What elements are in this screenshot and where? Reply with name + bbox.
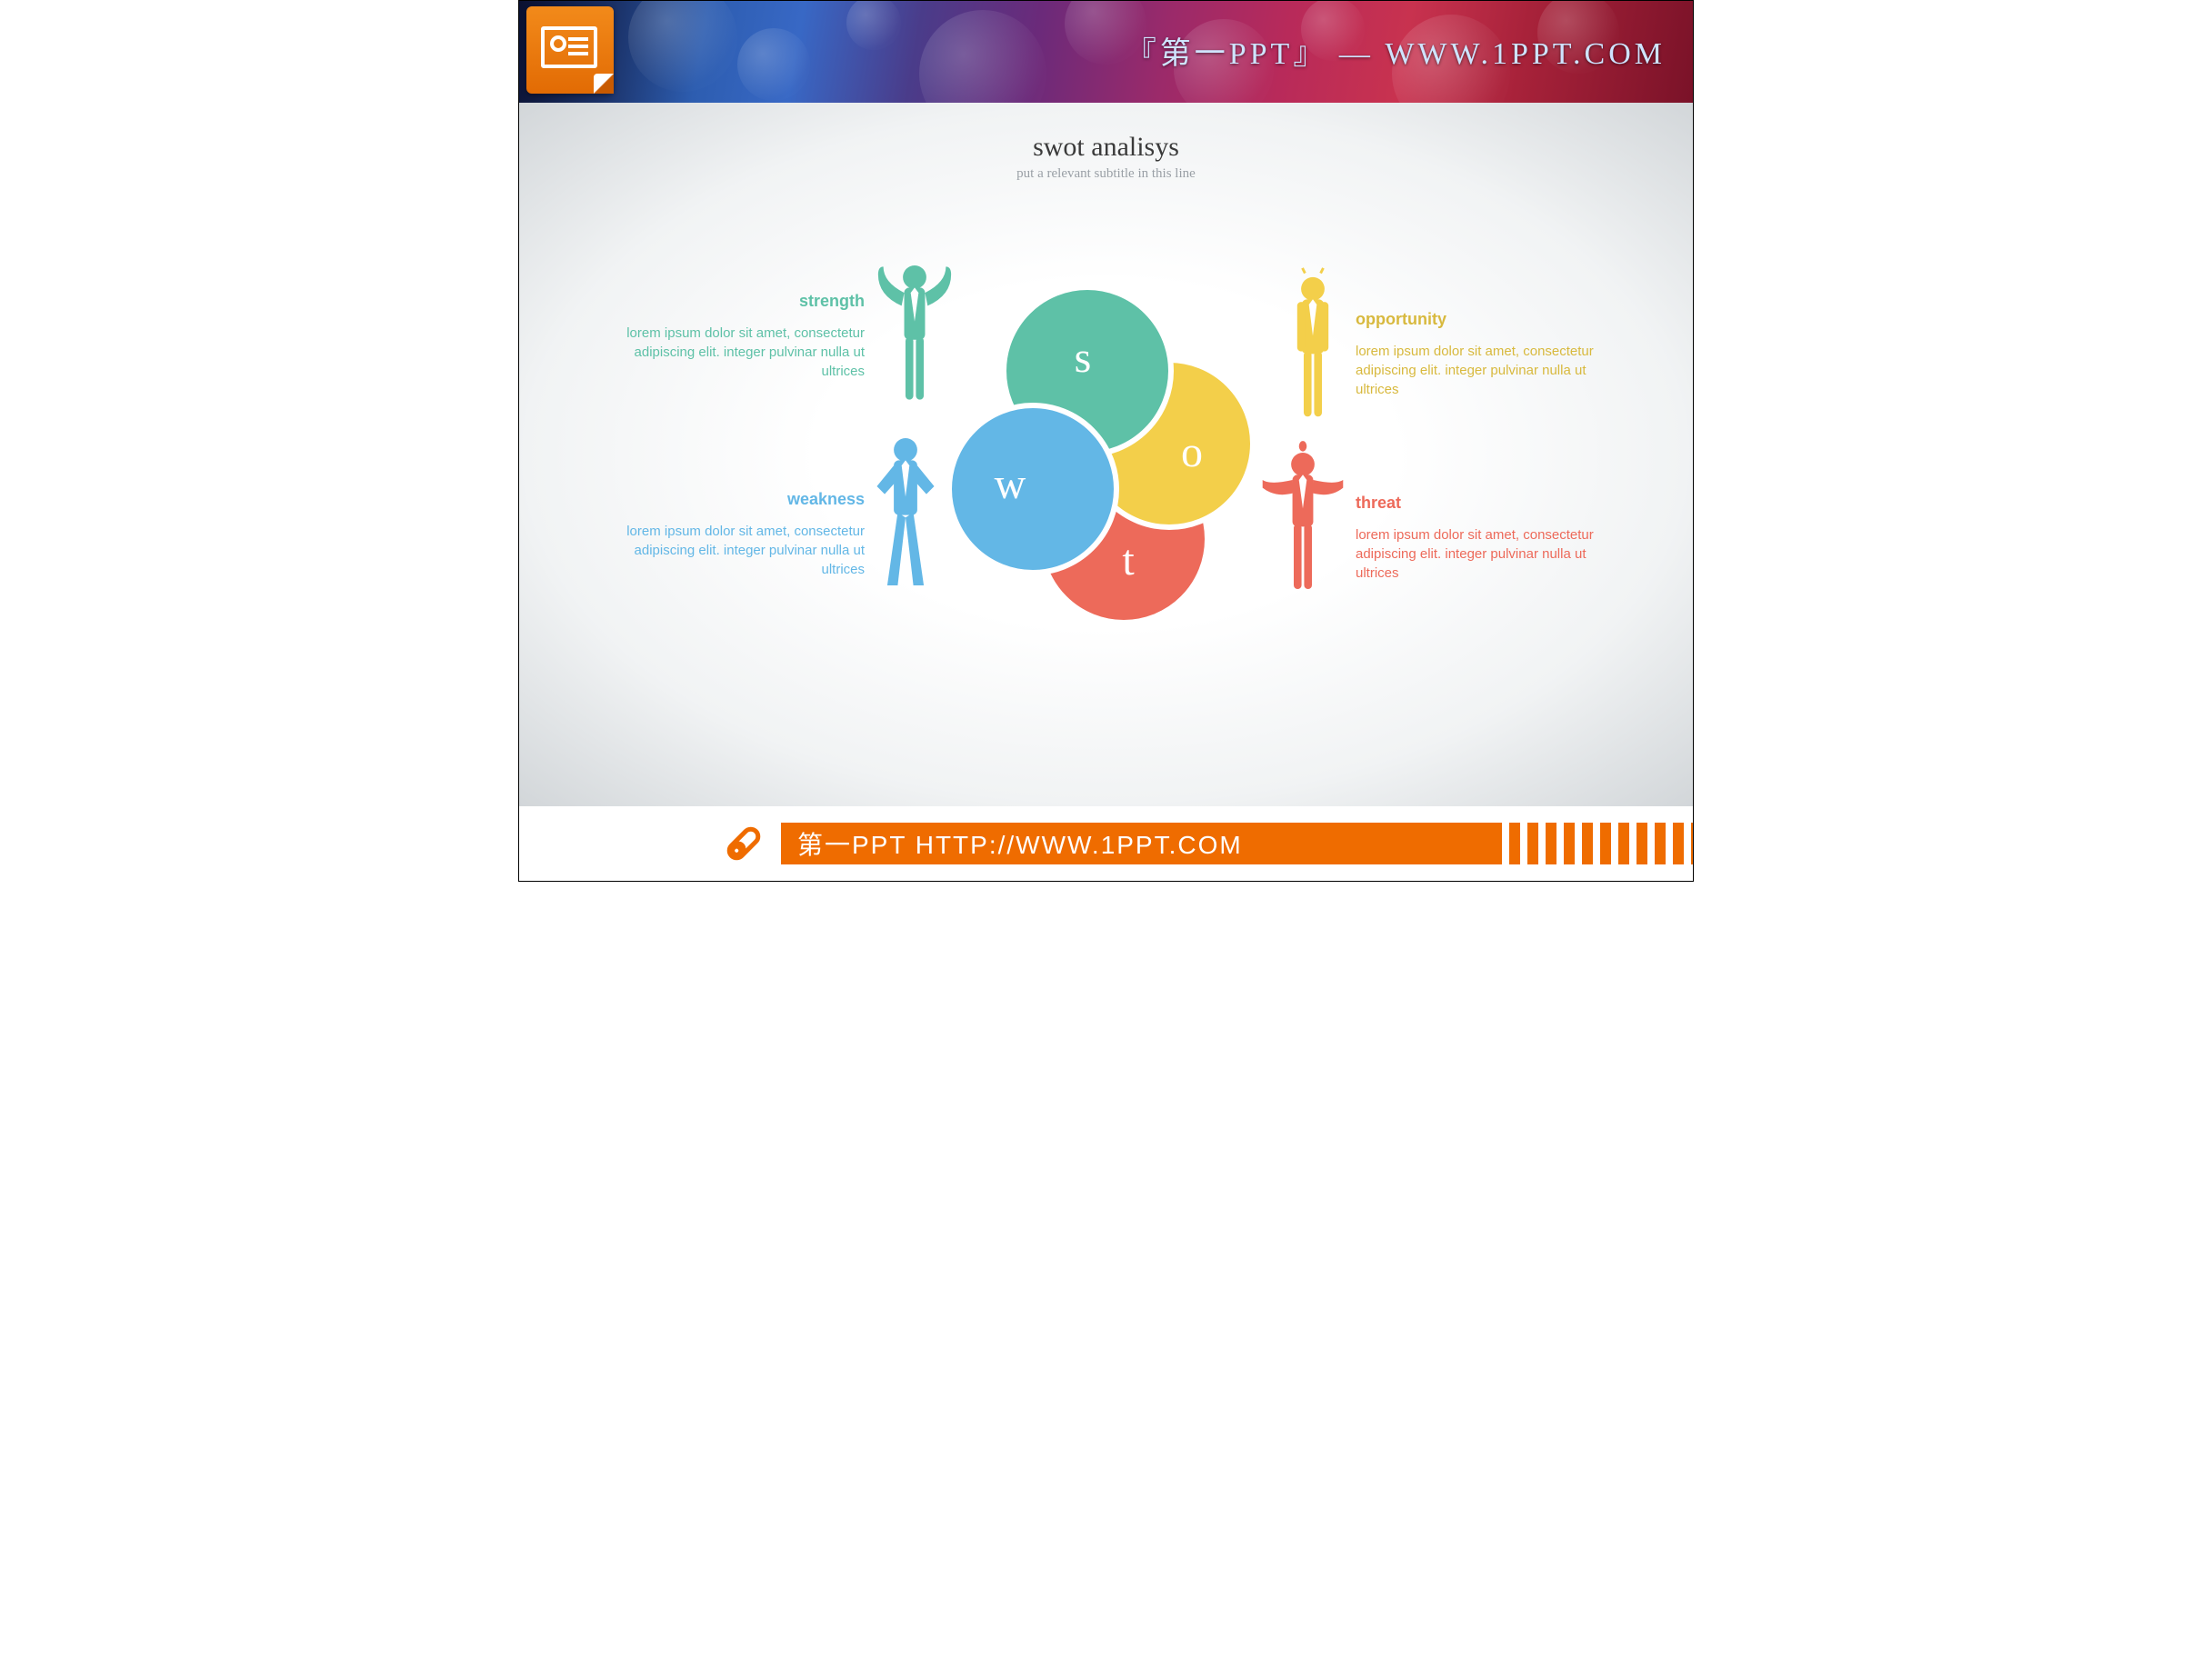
quadrant-threat: threat lorem ipsum dolor sit amet, conse… bbox=[1356, 494, 1610, 583]
venn-letter-t: t bbox=[1122, 535, 1134, 585]
slide-subtitle: put a relevant subtitle in this line bbox=[519, 166, 1693, 182]
opportunity-body: lorem ipsum dolor sit amet, consectetur … bbox=[1356, 342, 1610, 399]
quadrant-weakness: weakness lorem ipsum dolor sit amet, con… bbox=[610, 490, 865, 579]
quadrant-strength: strength lorem ipsum dolor sit amet, con… bbox=[610, 292, 865, 381]
footer-text: 第一PPT HTTP://WWW.1PPT.COM bbox=[797, 825, 1243, 862]
pill-icon bbox=[719, 819, 768, 868]
header-banner: 『第一PPT』 — WWW.1PPT.COM bbox=[519, 1, 1693, 103]
strength-title: strength bbox=[610, 292, 865, 311]
opportunity-title: opportunity bbox=[1356, 310, 1610, 329]
venn-letter-w: w bbox=[995, 459, 1026, 509]
strength-figure-icon bbox=[876, 257, 954, 430]
threat-body: lorem ipsum dolor sit amet, consectetur … bbox=[1356, 525, 1610, 583]
threat-figure-icon bbox=[1257, 439, 1348, 612]
strength-body: lorem ipsum dolor sit amet, consectetur … bbox=[610, 324, 865, 381]
footer-stripes bbox=[1502, 823, 1693, 864]
threat-title: threat bbox=[1356, 494, 1610, 513]
powerpoint-icon bbox=[526, 6, 614, 94]
venn-circle-w: w bbox=[946, 403, 1119, 575]
footer-bar: 第一PPT HTTP://WWW.1PPT.COM bbox=[781, 823, 1693, 864]
footer: 第一PPT HTTP://WWW.1PPT.COM bbox=[519, 806, 1693, 881]
opportunity-figure-icon bbox=[1274, 266, 1352, 439]
swot-venn: w s o t bbox=[946, 285, 1265, 630]
weakness-title: weakness bbox=[610, 490, 865, 509]
weakness-figure-icon bbox=[866, 430, 945, 603]
venn-letter-s: s bbox=[1075, 333, 1092, 383]
venn-letter-o: o bbox=[1181, 427, 1203, 477]
quadrant-opportunity: opportunity lorem ipsum dolor sit amet, … bbox=[1356, 310, 1610, 399]
slide-area: swot analisys put a relevant subtitle in… bbox=[519, 103, 1693, 806]
header-brand-text: 『第一PPT』 — WWW.1PPT.COM bbox=[1126, 28, 1666, 73]
weakness-body: lorem ipsum dolor sit amet, consectetur … bbox=[610, 522, 865, 579]
title-block: swot analisys put a relevant subtitle in… bbox=[519, 132, 1693, 182]
slide-title: swot analisys bbox=[519, 132, 1693, 163]
page-container: 『第一PPT』 — WWW.1PPT.COM swot analisys put… bbox=[518, 0, 1694, 882]
